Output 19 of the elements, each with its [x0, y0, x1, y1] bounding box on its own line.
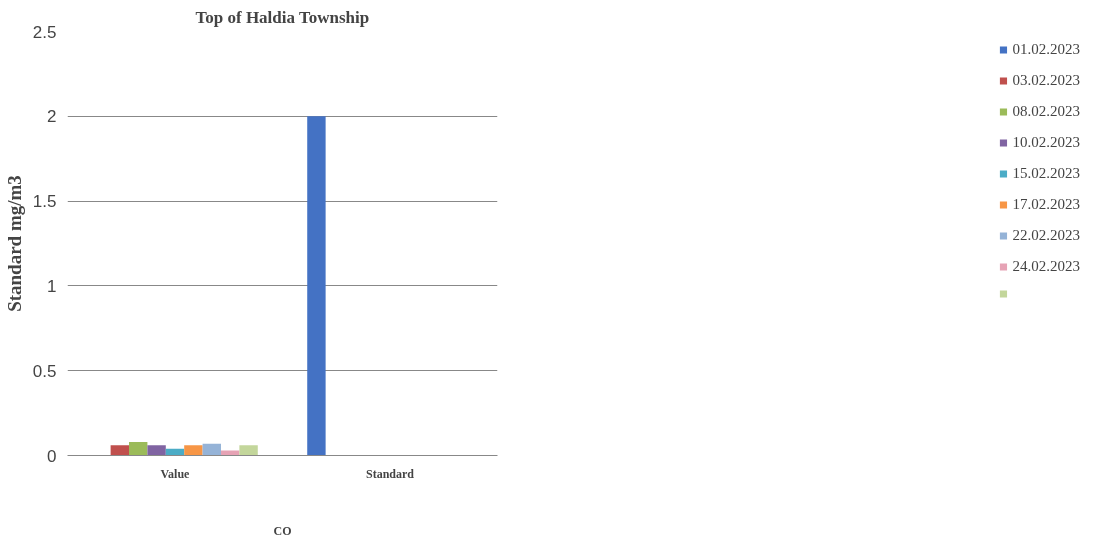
legend-label: 17.02.2023 [1012, 196, 1080, 213]
y-tick-label: 2 [47, 107, 57, 127]
y-tick-label: 1.5 [32, 192, 57, 212]
x-tick-label: Value [160, 466, 191, 481]
y-axis-title: Standard mg/m3 [3, 175, 25, 312]
legend-label: 01.02.2023 [1012, 41, 1080, 58]
y-tick-label: 0 [47, 446, 57, 466]
y-tick-label: 1 [47, 276, 57, 296]
x-tick-label: Standard [365, 466, 415, 481]
y-tick-label: 0.5 [32, 361, 57, 381]
legend-label: 15.02.2023 [1012, 165, 1080, 182]
legend-label: 03.02.2023 [1012, 72, 1080, 89]
chart-title: Top of Haldia Township [195, 7, 370, 27]
legend-label: 24.02.2023 [1012, 258, 1080, 275]
x-axis-title: CO [273, 523, 292, 538]
legend-label: 08.02.2023 [1012, 103, 1080, 120]
y-tick-label: 2.5 [32, 22, 57, 42]
legend-label: 10.02.2023 [1012, 134, 1080, 151]
legend-label: 22.02.2023 [1012, 227, 1080, 244]
